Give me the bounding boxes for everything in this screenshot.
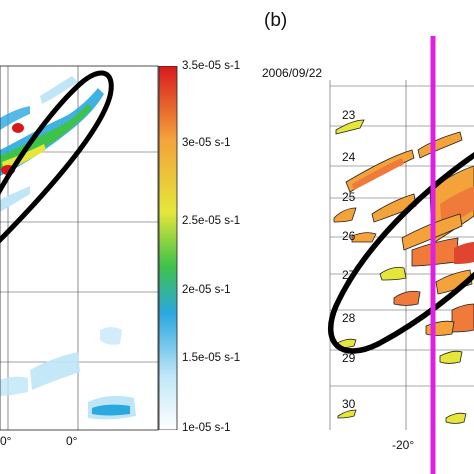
colorbar-tick-4: 2e-05 s-1 xyxy=(182,284,231,296)
panel-b-ytick-29: 29 xyxy=(342,351,356,365)
panel-b-date-label: 2006/09/22 xyxy=(262,66,323,80)
panel-a-ellipse xyxy=(0,70,114,244)
panel-b-grid xyxy=(329,80,474,430)
panel-a-map xyxy=(0,65,159,431)
panel-b-ytick-26: 26 xyxy=(342,229,356,243)
colorbar-gradient xyxy=(158,66,178,430)
panel-b-ytick-27: 27 xyxy=(342,268,356,282)
panel-b-ytick-25: 25 xyxy=(342,190,356,204)
panel-b-ytick-23: 23 xyxy=(342,108,356,122)
colorbar-tick-3: 2.5e-05 s-1 xyxy=(182,215,241,227)
panel-b-xtick-minus20: -20° xyxy=(392,438,415,452)
panel-a-xtick-2: 0° xyxy=(66,434,78,448)
colorbar-tick-1: 3.5e-05 s-1 xyxy=(182,60,241,72)
colorbar-tick-2: 3e-05 s-1 xyxy=(182,137,231,149)
colorbar-tick-5: 1.5e-05 s-1 xyxy=(182,352,241,364)
panel-a-xtick-1: 0° xyxy=(0,434,12,448)
colorbar-tick-6: 1e-05 s-1 xyxy=(182,422,231,434)
panel-b-ytick-30: 30 xyxy=(342,397,356,411)
panel-a: 0° 0° xyxy=(0,0,160,474)
colorbar: 3.5e-05 s-1 3e-05 s-1 2.5e-05 s-1 2e-05 … xyxy=(158,60,278,434)
panel-b-ytick-28: 28 xyxy=(342,311,356,325)
panel-b-label: (b) xyxy=(264,10,288,31)
panel-b-ytick-24: 24 xyxy=(342,150,356,164)
